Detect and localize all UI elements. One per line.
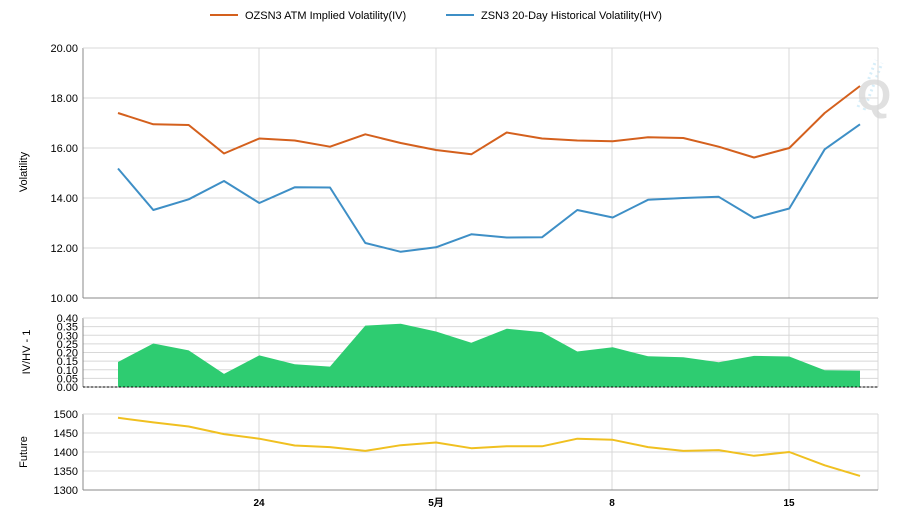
watermark-letter: Q [857,71,891,120]
x-tick-label: 15 [783,498,795,509]
y-tick-label: 0.40 [57,313,78,325]
y-tick-label: 14.00 [50,193,78,205]
y-axis-title-ratio: IV/HV - 1 [21,330,33,375]
future-series-line [117,416,861,477]
watermark-logo: Q [856,59,891,120]
iv-series-line [117,85,861,159]
y-tick-label: 0.30 [57,330,78,342]
y-tick-label: 18.00 [50,93,78,105]
y-tick-label: 1500 [54,409,78,421]
y-tick-label: 12.00 [50,243,78,255]
y-tick-label: 0.15 [57,356,78,368]
y-tick-label: 0.00 [57,382,78,394]
y-tick-label: 1300 [54,485,78,497]
y-tick-label: 0.05 [57,373,78,385]
y-tick-label: 0.35 [57,322,78,334]
hv-series-line [117,123,861,253]
y-tick-label: 20.00 [50,43,78,55]
iv-hv-ratio-area [118,323,860,387]
legend-label-hv: ZSN3 20-Day Historical Volatility(HV) [481,10,662,22]
chart-panels: 10.0012.0014.0016.0018.0020.000.000.050.… [50,43,879,497]
y-tick-label: 16.00 [50,143,78,155]
y-tick-label: 1400 [54,447,78,459]
x-tick-label: 24 [253,498,265,509]
y-tick-label: 0.10 [57,365,78,377]
y-tick-label: 10.00 [50,293,78,305]
y-tick-label: 0.20 [57,348,78,360]
y-axis-title-future: Future [18,436,30,468]
y-tick-label: 0.25 [57,339,78,351]
legend: OZSN3 ATM Implied Volatility(IV) ZSN3 20… [210,10,662,22]
y-tick-label: 1450 [54,428,78,440]
x-tick-label: 8 [609,498,615,509]
x-axis-labels: 24 5月 8 15 [253,497,795,509]
y-tick-label: 1350 [54,466,78,478]
y-axis-title-volatility: Volatility [18,151,30,192]
legend-label-iv: OZSN3 ATM Implied Volatility(IV) [245,10,406,22]
x-tick-label: 5月 [428,497,444,509]
